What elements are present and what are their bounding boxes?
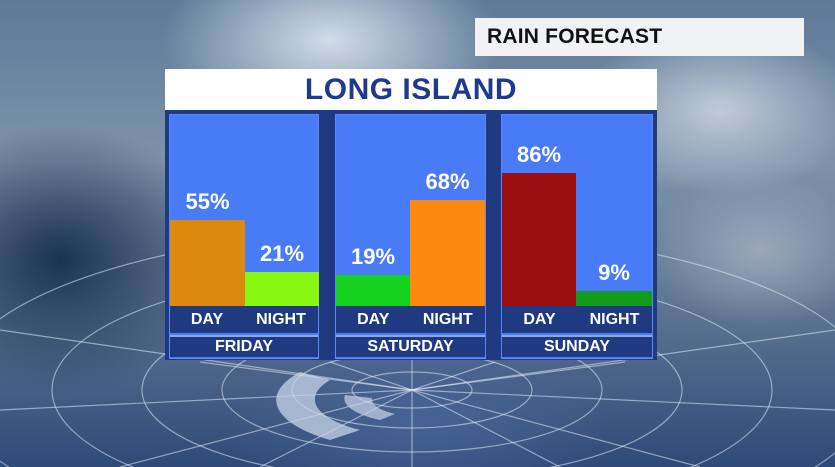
period-labels: DAY NIGHT — [502, 306, 652, 333]
period-label-day: DAY — [190, 311, 224, 328]
plot-area: 86% 9% — [502, 115, 652, 306]
period-label-day: DAY — [523, 311, 556, 328]
header-title: RAIN FORECAST — [487, 25, 663, 48]
plot-area: 19% 68% — [336, 115, 485, 306]
bar-friday-night: 21% — [245, 241, 319, 306]
period-labels: DAY NIGHT — [336, 306, 485, 333]
period-label-night: NIGHT — [422, 311, 473, 328]
bar-friday-day: 55% — [170, 189, 245, 306]
day-panel-saturday: 19% 68% DAY NIGHT SATURDAY — [335, 114, 486, 359]
value-label: 55% — [185, 189, 230, 214]
bar-sunday-day: 86% — [502, 142, 576, 306]
day-panel-friday: 55% 21% DAY NIGHT FRIDAY — [169, 114, 319, 359]
bar-saturday-night: 68% — [410, 169, 485, 306]
day-label: SATURDAY — [336, 335, 485, 357]
region-title-box: LONG ISLAND — [165, 69, 657, 110]
value-label: 9% — [598, 260, 630, 285]
region-title: LONG ISLAND — [304, 72, 518, 106]
value-label: 86% — [516, 142, 562, 167]
day-label: SUNDAY — [502, 335, 652, 357]
plot-area: 55% 21% — [170, 115, 319, 306]
rain-chart: 55% 21% DAY NIGHT FRIDAY 19% 68% DAY NIG… — [165, 110, 657, 360]
bar-saturday-day: 19% — [336, 244, 410, 306]
rain-forecast-header: RAIN FORECAST — [475, 18, 804, 56]
value-label: 68% — [425, 169, 470, 194]
period-label-day: DAY — [357, 311, 390, 328]
period-labels: DAY NIGHT — [170, 306, 318, 333]
day-label: FRIDAY — [170, 335, 318, 357]
period-label-night: NIGHT — [589, 311, 640, 328]
bar-sunday-night: 9% — [576, 260, 652, 306]
value-label: 21% — [259, 241, 305, 266]
value-label: 19% — [350, 244, 396, 269]
day-panel-sunday: 86% 9% DAY NIGHT SUNDAY — [501, 114, 653, 359]
period-label-night: NIGHT — [256, 311, 306, 328]
